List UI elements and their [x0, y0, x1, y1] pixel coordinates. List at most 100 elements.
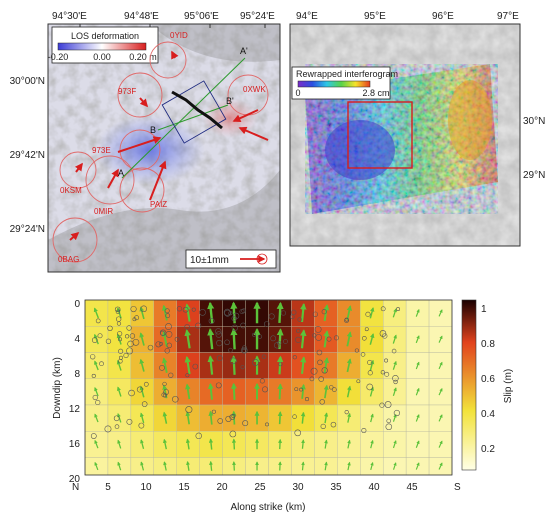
interferogram-colorbar-title: Rewrapped interferogram — [296, 69, 398, 79]
slip-vector — [300, 383, 306, 399]
aftershock-circle — [277, 341, 282, 346]
aftershock-circle — [241, 347, 248, 354]
aftershock-circle — [164, 348, 170, 354]
slip-vector — [208, 410, 214, 425]
aftershock-circle — [99, 361, 104, 367]
slip-x-tick: 35 — [330, 482, 342, 493]
slip-vector — [209, 460, 213, 471]
aftershock-circle — [270, 335, 277, 342]
slip-vector — [300, 302, 307, 323]
slip-vector — [370, 461, 374, 471]
aftershock-circle — [292, 355, 297, 360]
aftershock-circle — [252, 332, 256, 337]
slip-vector — [300, 329, 307, 349]
aftershock-circle — [191, 307, 196, 312]
aftershock-circle — [91, 337, 98, 343]
slip-vector — [161, 330, 168, 348]
slip-vector — [393, 462, 397, 470]
slip-vector — [415, 335, 420, 344]
left-map-left-tick: 29°42'N — [10, 150, 45, 161]
slip-colorbar-tick: 0.2 — [481, 444, 495, 455]
slip-vector — [392, 440, 397, 449]
aftershock-circle — [386, 418, 392, 424]
aftershock-circle — [385, 423, 393, 431]
station-circle — [149, 41, 187, 79]
aftershock-circle — [240, 365, 245, 370]
slip-colorbar-tick: 1 — [481, 304, 487, 315]
aftershock-circle — [314, 325, 322, 333]
station-circle — [85, 155, 135, 205]
aftershock-circle — [114, 424, 120, 429]
aftershock-circle — [225, 415, 232, 422]
aftershock-circle — [252, 359, 259, 366]
aftershock-circle — [172, 395, 179, 403]
aftershock-circle — [294, 387, 299, 392]
aftershock-circle — [168, 372, 174, 378]
slip-vector — [415, 414, 420, 422]
slip-vector — [392, 334, 397, 344]
aftershock-circle — [330, 421, 337, 428]
aftershock-circle — [396, 307, 400, 312]
aftershock-circle — [309, 376, 315, 382]
aftershock-circle — [362, 335, 367, 341]
aftershock-circle — [361, 428, 367, 434]
aftershock-circle — [215, 382, 222, 389]
aftershock-circle — [295, 336, 302, 343]
right-map-right-tick: 30°N — [523, 116, 545, 127]
aftershock-circle — [223, 308, 231, 316]
aftershock-circle — [380, 306, 386, 312]
aftershock-circle — [163, 389, 169, 395]
slip-colorbar-ramp — [461, 299, 477, 471]
slip-vector — [94, 439, 99, 449]
slip-vector — [94, 360, 99, 371]
aftershock-circle — [382, 333, 388, 339]
aftershock-circle — [384, 358, 389, 363]
aftershock-circle — [192, 363, 199, 370]
aftershock-circle — [265, 422, 269, 427]
slip-colorbar: 1 0.8 0.6 0.4 0.2 Slip (m) — [461, 299, 514, 471]
gps-vector — [74, 162, 83, 173]
aftershock-circle — [90, 433, 97, 439]
slip-colorbar-tick: 0.6 — [481, 374, 495, 385]
slip-colorbar-tick: 0.4 — [481, 409, 495, 420]
los-colorbar-title: LOS deformation — [71, 31, 139, 41]
gps-vector — [238, 126, 269, 141]
slip-vector — [369, 359, 375, 371]
slip-vector — [185, 411, 191, 425]
aftershock-circle — [318, 376, 325, 382]
los-colorbar-tick: 0.00 — [93, 52, 111, 62]
left-map-left-tick: 29°24'N — [10, 224, 45, 235]
los-deformation-map: 94°30'E 94°48'E 95°06'E 95°24'E 30°00'N … — [10, 11, 281, 273]
aftershock-circle — [384, 401, 392, 408]
aftershock-circle — [312, 333, 317, 338]
station-circle — [119, 167, 165, 213]
aftershock-circle — [242, 345, 247, 350]
slip-vector — [94, 413, 99, 423]
aftershock-circle — [262, 386, 269, 393]
aftershock-circle — [273, 342, 281, 349]
profile-line-aa — [121, 57, 246, 179]
aftershock-circle — [104, 425, 112, 433]
slip-vector — [231, 410, 237, 425]
aftershock-circle — [141, 401, 148, 407]
slip-vector — [392, 387, 397, 396]
aftershock-circle — [344, 410, 349, 415]
aftershock-circle — [128, 389, 135, 397]
mountain-shade-upper — [150, 24, 280, 62]
gps-vector — [117, 136, 162, 153]
aftershock-circle — [126, 347, 134, 355]
aftershock-circle — [356, 379, 361, 384]
station-label: 0XWK — [243, 85, 266, 94]
aftershock-circle — [230, 357, 237, 365]
aftershock-circle — [297, 317, 302, 322]
profile-label: B' — [226, 96, 234, 106]
aftershock-circle — [199, 309, 206, 316]
profile-label: A' — [240, 46, 248, 56]
slip-vector — [186, 460, 190, 471]
station-circle — [52, 217, 98, 263]
slip-y-tick: 12 — [69, 404, 81, 415]
los-colorbar-tick: -0.20 — [48, 52, 69, 62]
interferogram-colorbar-tick: 2.8 cm — [362, 88, 389, 98]
left-map-top-tick: 95°24'E — [240, 11, 275, 22]
aftershock-circle — [239, 309, 245, 315]
